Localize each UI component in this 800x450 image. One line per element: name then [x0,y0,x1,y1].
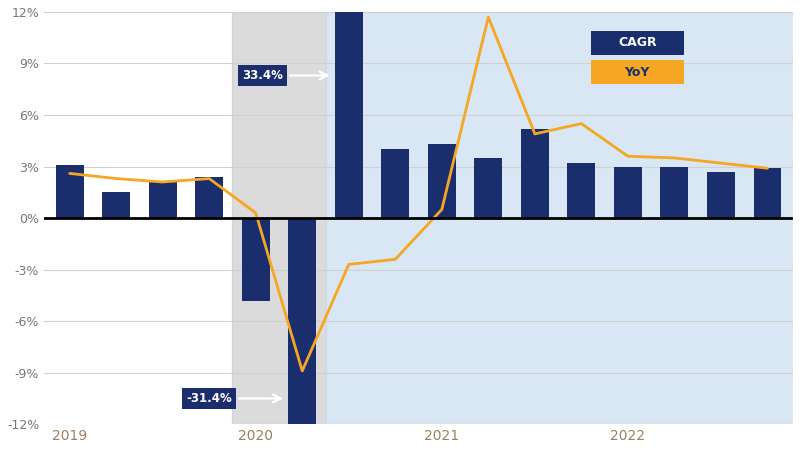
Bar [326,12,795,424]
Text: CAGR: CAGR [618,36,657,50]
FancyBboxPatch shape [590,60,684,84]
Bar [195,177,223,218]
Bar [661,166,688,218]
Bar [242,218,270,301]
Bar [233,12,326,424]
Bar [149,182,177,218]
Text: YoY: YoY [625,66,650,79]
Bar [56,165,83,218]
Bar [754,168,782,218]
Text: -31.4%: -31.4% [186,392,281,405]
Bar [335,0,362,218]
Bar [102,192,130,218]
Bar [614,166,642,218]
Bar [521,129,549,218]
Bar [288,218,316,450]
Bar [382,149,410,218]
Text: 33.4%: 33.4% [242,69,327,82]
Bar [567,163,595,218]
Bar [707,172,735,218]
FancyBboxPatch shape [590,31,684,55]
Bar [474,158,502,218]
Bar [428,144,456,218]
